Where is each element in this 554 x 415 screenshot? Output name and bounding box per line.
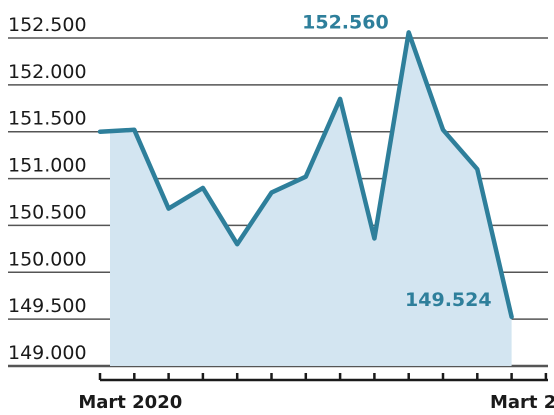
y-tick-label: 151.500 <box>8 108 87 130</box>
annotation-last-value: 149.524 <box>405 289 492 311</box>
x-tick-label: Mart 2021 <box>490 392 554 413</box>
y-tick-label: 152.000 <box>8 61 87 83</box>
y-tick-label: 149.500 <box>8 295 87 317</box>
y-tick-label: 150.500 <box>8 201 87 223</box>
series-line <box>97 30 514 320</box>
y-tick-label: 151.000 <box>8 155 87 177</box>
x-axis: Mart 2020 Mart 2021 <box>78 373 554 413</box>
y-tick-label: 149.000 <box>8 342 87 364</box>
y-tick-label: 150.000 <box>8 248 87 270</box>
x-tick-label: Mart 2020 <box>78 392 182 413</box>
y-tick-label: 152.500 <box>8 14 87 36</box>
y-axis-ticks: 152.500 152.000 151.500 151.000 150.500 150.0… <box>8 14 87 364</box>
annotation-max-value: 152.560 <box>302 11 389 33</box>
area-fill <box>100 32 512 367</box>
